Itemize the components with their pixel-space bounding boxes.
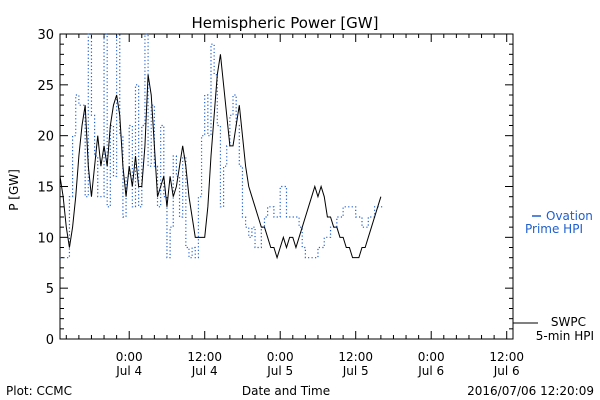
x-tick-label-date: Jul 4 [191,364,218,378]
plot-credit: Plot: CCMC [6,384,72,398]
x-tick-label-date: Jul 5 [342,364,369,378]
x-tick-label-time: 12:00 [187,350,222,364]
y-tick-label: 10 [37,231,54,246]
swpc-series-line [59,54,382,260]
ovation-legend-label-line2: Prime HPI [525,222,583,236]
x-tick-label-time: 0:00 [116,350,143,364]
x-tick-label-date: Jul 5 [266,364,293,378]
ovation-legend-label: Ovation [546,209,593,223]
y-tick-label: 5 [46,282,54,297]
swpc-legend-label: SWPC [551,315,586,329]
x-tick-label-time: 12:00 [489,350,524,364]
y-axis-ticks: 0 5 10 15 20 25 30 [37,28,513,348]
ovation-prime-series-line [60,33,385,259]
plot-timestamp: 2016/07/06 12:20:09 [467,384,594,398]
x-tick-label-date: Jul 6 [417,364,444,378]
x-tick-label-time: 0:00 [267,350,294,364]
y-tick-label: 20 [37,130,54,145]
y-tick-label: 15 [37,181,54,196]
y-tick-label: 0 [46,333,54,348]
plot-area [59,33,514,340]
y-tick-label: 25 [37,79,54,94]
x-tick-label-time: 0:00 [418,350,445,364]
swpc-legend-label-line2: 5-min HPI [536,329,594,343]
y-axis-label: P [GW] [7,169,21,211]
y-tick-label: 30 [37,28,54,43]
chart-title: Hemispheric Power [GW] [192,14,379,32]
plot-border [59,33,514,340]
x-tick-label-date: Jul 4 [115,364,142,378]
x-tick-label-time: 12:00 [338,350,373,364]
x-axis-label: Date and Time [242,384,330,398]
x-tick-label-date: Jul 6 [493,364,520,378]
